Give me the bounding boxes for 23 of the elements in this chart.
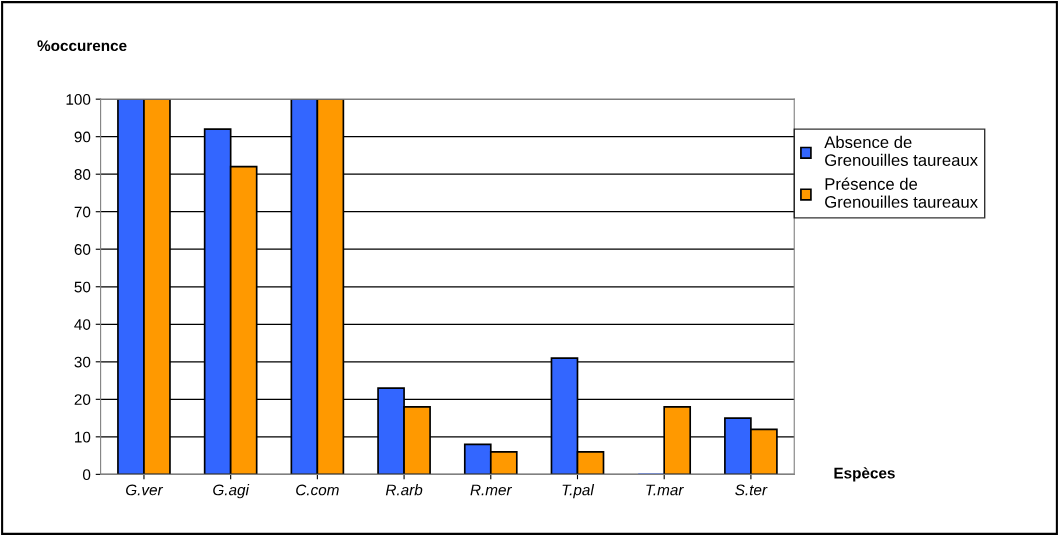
y-tick-label: 70 [74, 206, 91, 218]
y-tick-label: 0 [82, 469, 91, 481]
y-tick-label: 80 [74, 169, 91, 180]
y-tick-label: 10 [75, 431, 91, 443]
legend-label: Présence de Grenouilles taureaux [825, 177, 978, 208]
x-axis-title: Espèces [834, 467, 895, 482]
y-tick-label: 60 [74, 244, 91, 255]
x-tick-label: C.com [296, 484, 339, 496]
x-tick-label: G.ver [126, 484, 164, 496]
x-tick-label: R.mer [470, 484, 513, 496]
x-tick-label: S.ter [735, 484, 768, 496]
y-tick-label: 100 [66, 94, 91, 105]
y-tick-label: 20 [74, 394, 91, 406]
y-axis-title: %occurence [37, 40, 127, 52]
y-tick-label: 50 [74, 281, 91, 293]
x-tick-label: T.pal [562, 484, 595, 499]
y-tick-label: 90 [74, 131, 91, 143]
y-tick-label: 40 [74, 319, 91, 330]
x-tick-label: T.mar [646, 484, 684, 496]
x-tick-label: R.arb [385, 484, 423, 496]
x-tick-label: G.agi [213, 484, 250, 499]
legend-label: Absence de Grenouilles taureaux [824, 135, 978, 167]
y-tick-label: 30 [74, 356, 91, 368]
